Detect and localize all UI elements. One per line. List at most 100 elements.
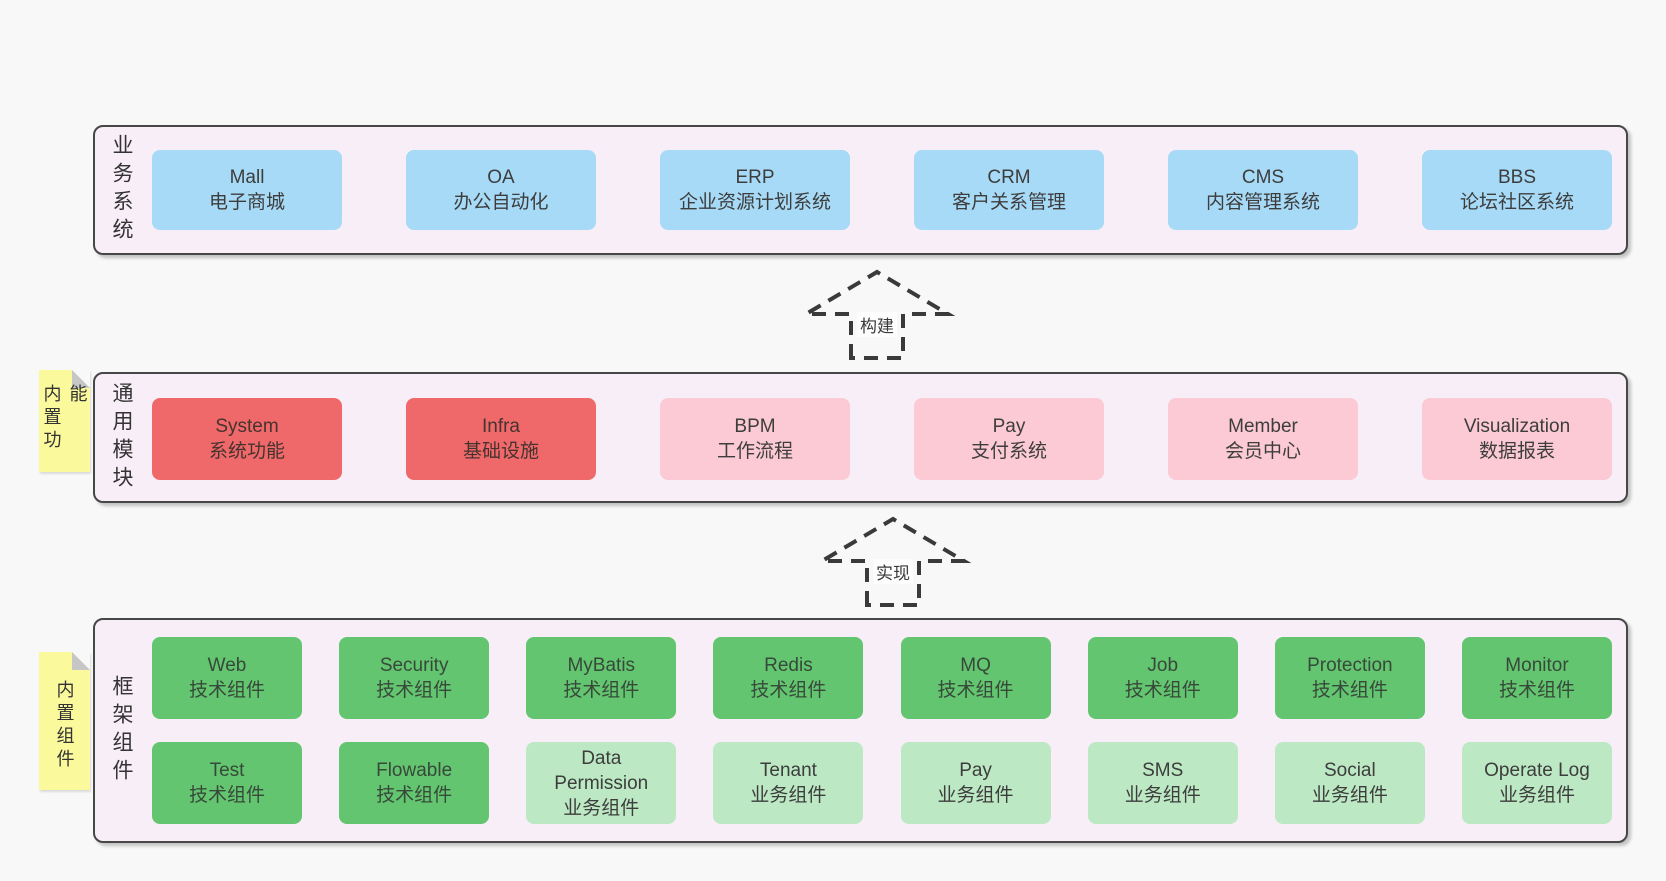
box-title: Social [1323,760,1376,781]
box-title: Pay [992,416,1026,437]
box-subtitle: 业务组件 [1311,785,1388,806]
box-title: System [215,416,279,437]
box-crm: CRM 客户关系管理 [914,150,1104,230]
box-subtitle: 基础设施 [462,441,539,462]
box-social: Social 业务组件 [1274,742,1425,824]
band-label-common-modules: 通用模块 [110,381,133,494]
box-subtitle: 技术组件 [750,680,827,701]
box-title: MQ [960,655,991,676]
box-bpm: BPM 工作流程 [660,398,850,480]
box-title: Member [1228,416,1298,437]
box-subtitle: 支付系统 [970,441,1047,462]
box-subtitle: 业务组件 [1124,785,1201,806]
box-subtitle: 会员中心 [1224,441,1301,462]
box-subtitle: 客户关系管理 [951,192,1066,213]
box-member: Member 会员中心 [1168,398,1358,480]
box-title: Data Permission [554,747,649,794]
box-title: BPM [734,416,776,437]
box-subtitle: 办公自动化 [453,192,549,213]
band-common-modules: 通用模块 System 系统功能 Infra 基础设施 BPM 工作流程 Pay… [93,372,1628,503]
box-visualization: Visualization 数据报表 [1422,398,1612,480]
box-title: Monitor [1505,655,1569,676]
box-title: Operate Log [1484,760,1590,781]
box-subtitle: 业务组件 [563,797,640,819]
box-protection: Protection 技术组件 [1274,637,1425,719]
box-title: CMS [1241,167,1285,188]
box-monitor: Monitor 技术组件 [1461,637,1612,719]
framework-components-row-1: Web 技术组件 Security 技术组件 MyBatis 技术组件 Redi… [152,637,1612,719]
box-title: Pay [959,760,992,781]
band-label-framework-components: 框架组件 [110,674,133,787]
box-title: BBS [1497,167,1537,188]
box-mq: MQ 技术组件 [900,637,1051,719]
box-title: Security [379,655,449,676]
build-arrow: 构建 [798,269,956,360]
business-systems-row: Mall 电子商城 OA 办公自动化 ERP 企业资源计划系统 CRM 客户关系… [152,150,1612,230]
box-mall: Mall 电子商城 [152,150,342,230]
box-subtitle: 工作流程 [716,441,793,462]
implement-arrow: 实现 [814,516,972,607]
implement-arrow-label: 实现 [873,559,913,584]
box-title: Visualization [1463,416,1571,437]
box-title: SMS [1142,760,1184,781]
sticky-note-text: 内置功能 [41,384,88,453]
box-subtitle: 企业资源计划系统 [678,192,831,213]
box-subtitle: 技术组件 [188,680,265,701]
box-system: System 系统功能 [152,398,342,480]
box-subtitle: 业务组件 [1498,785,1575,806]
box-job: Job 技术组件 [1087,637,1238,719]
box-title: Redis [764,655,813,676]
box-bbs: BBS 论坛社区系统 [1422,150,1612,230]
box-operate-log: Operate Log 业务组件 [1461,742,1612,824]
box-cms: CMS 内容管理系统 [1168,150,1358,230]
up-block-arrow-icon [814,516,972,607]
box-subtitle: 业务组件 [937,785,1014,806]
box-security: Security 技术组件 [339,637,490,719]
box-mybatis: MyBatis 技术组件 [526,637,677,719]
box-title: Job [1147,655,1179,676]
box-subtitle: 电子商城 [208,192,285,213]
box-test: Test 技术组件 [152,742,302,824]
box-subtitle: 技术组件 [1124,680,1201,701]
box-sms: SMS 业务组件 [1087,742,1238,824]
box-subtitle: 数据报表 [1478,441,1555,462]
box-title: Flowable [376,760,453,781]
sticky-note-builtin-features: 内置功能 [39,370,90,472]
band-framework-components: 框架组件 Web 技术组件 Security 技术组件 MyBatis 技术组件… [93,618,1628,843]
sticky-note-builtin-components: 内置组件 [39,652,90,790]
box-tenant: Tenant 业务组件 [713,742,864,824]
box-subtitle: 技术组件 [1311,680,1388,701]
box-subtitle: 技术组件 [188,785,265,806]
framework-components-row-2: Test 技术组件 Flowable 技术组件 Data Permission … [152,742,1612,824]
box-infra: Infra 基础设施 [406,398,596,480]
box-subtitle: 技术组件 [1498,680,1575,701]
build-arrow-label: 构建 [857,312,897,337]
box-redis: Redis 技术组件 [713,637,864,719]
box-title: Infra [481,416,521,437]
box-title: Tenant [759,760,817,781]
box-subtitle: 内容管理系统 [1205,192,1320,213]
box-subtitle: 技术组件 [376,785,453,806]
box-subtitle: 论坛社区系统 [1459,192,1574,213]
box-title: Test [209,760,245,781]
box-title: CRM [987,167,1031,188]
box-title: ERP [735,167,775,188]
box-title: OA [487,167,515,188]
band-label-business-systems: 业务系统 [110,134,133,246]
box-pay-component: Pay 业务组件 [900,742,1051,824]
box-web: Web 技术组件 [152,637,302,719]
box-pay-system: Pay 支付系统 [914,398,1104,480]
box-subtitle: 系统功能 [208,441,285,462]
box-subtitle: 业务组件 [750,785,827,806]
box-data-permission: Data Permission 业务组件 [526,742,677,824]
box-title: Protection [1307,655,1393,676]
box-title: Mall [229,167,265,188]
box-flowable: Flowable 技术组件 [339,742,490,824]
box-subtitle: 技术组件 [376,680,453,701]
sticky-note-text: 内置组件 [54,680,75,772]
common-modules-row: System 系统功能 Infra 基础设施 BPM 工作流程 Pay 支付系统… [152,398,1612,480]
up-block-arrow-icon [798,269,956,360]
band-business-systems: 业务系统 Mall 电子商城 OA 办公自动化 ERP 企业资源计划系统 CRM… [93,125,1628,255]
box-title: MyBatis [567,655,636,676]
box-subtitle: 技术组件 [563,680,640,701]
